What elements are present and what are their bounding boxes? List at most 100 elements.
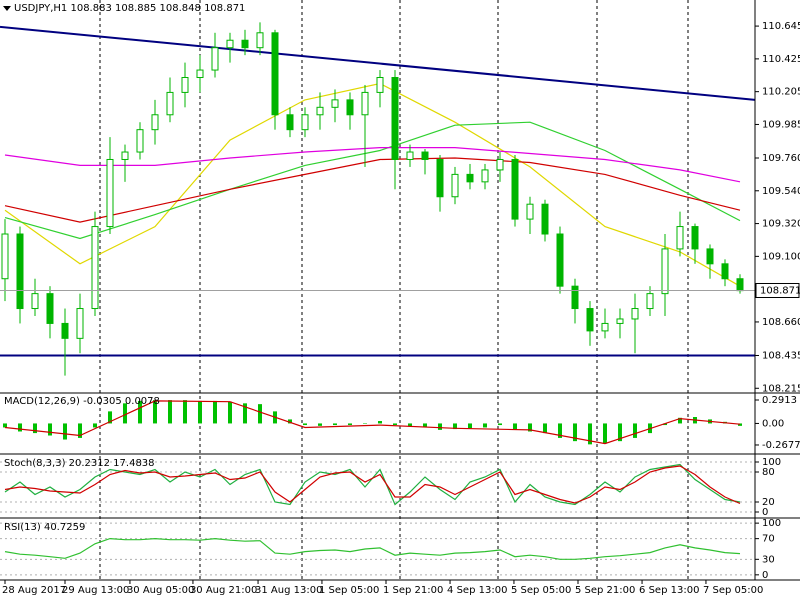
candle-body [526,203,534,220]
x-tick-label: 30 Aug 21:00 [190,585,257,596]
rsi-label: RSI(13) 40.7259 [4,522,85,533]
macd-bar [77,423,82,438]
macd-bar [347,423,352,426]
macd-bar [227,401,232,424]
rsi-line [4,537,741,560]
candle-body [391,77,399,160]
y-tick-label: 30 [762,554,775,565]
macd-bar [287,419,292,424]
macd-bar [197,400,202,424]
y-tick-label: 109.985 [762,119,800,130]
candle-body [226,39,234,49]
macd-bar [152,400,157,424]
stoch-line [4,465,741,505]
candle-body [211,47,219,71]
y-tick-label: 0.2913 [762,395,797,406]
candle-body [496,158,504,171]
y-tick-label: 109.100 [762,251,800,262]
candle-body [691,226,699,250]
y-tick-label: 108.660 [762,317,800,328]
macd-bar [482,423,487,428]
macd-signal [4,400,741,445]
candle-body [736,278,744,292]
macd-bar [392,423,397,426]
candle-body [181,77,189,93]
y-tick-label: 110.205 [762,87,800,98]
macd-bar [17,423,22,432]
candle-body [256,32,264,49]
candle-body [436,158,444,198]
y-tick-label: 100 [762,518,781,529]
macd-bar [512,423,517,430]
candle-body [616,318,624,324]
macd-bar [407,423,412,427]
x-tick-label: 5 Sep 05:00 [511,585,571,596]
macd-bar [542,423,547,434]
y-tick-label: 109.540 [762,186,800,197]
macd-bar [362,423,367,424]
macd-bar [62,423,67,440]
macd-bar [602,423,607,444]
candle-body [136,129,144,153]
macd-bar [737,423,742,426]
x-tick-label: 1 Sep 05:00 [319,585,379,596]
symbol-menu-icon[interactable] [3,6,11,11]
candle-body [316,106,324,116]
candle-body [241,39,249,49]
macd-bar [662,423,667,426]
stoch-label: Stoch(8,3,3) 20.2312 17.4838 [4,458,155,469]
candle-body [661,248,669,295]
candle-body [286,114,294,131]
plot-layer: 110.645 110.425 110.205 109.985 109.760 109.5… [0,21,800,596]
macd-bar [317,423,322,426]
macd-bar [587,423,592,445]
macd-bar [167,400,172,424]
candle-body [301,114,309,131]
x-tick-label: 28 Aug 2017 [2,585,66,596]
macd-bar [632,423,637,438]
candle-body [481,169,489,183]
macd-bar [107,411,112,424]
candle-body [76,308,84,339]
candle-body [61,322,69,339]
macd-bar [2,423,7,428]
macd-bar [527,423,532,432]
x-tick-label: 5 Sep 21:00 [575,585,635,596]
y-tick-label: 100 [762,457,781,468]
candle-body [721,263,729,280]
x-tick-label: 29 Aug 13:00 [62,585,129,596]
y-tick-label: 70 [762,534,775,545]
candle-body [601,322,609,332]
candle-body [406,151,414,160]
x-tick-label: 1 Sep 21:00 [383,585,443,596]
y-tick-label: 108.435 [762,350,800,361]
last-price-box [755,282,800,298]
macd-bar [437,423,442,430]
candle-body [511,158,519,220]
macd-bar [32,423,37,434]
trendline [0,25,756,101]
candle-body [631,308,639,320]
candle-body [586,308,594,332]
candle-body [421,151,429,160]
candle-body [91,226,99,310]
candle-body [571,285,579,310]
y-tick-label: 108.215 [762,383,800,394]
chart-title: USDJPY,H1 108.883 108.885 108.848 108.87… [14,3,245,14]
macd-bar [677,417,682,424]
x-tick-label: 7 Sep 05:00 [703,585,763,596]
candle-body [106,158,114,228]
candle-body [331,99,339,108]
candle-body [466,173,474,183]
y-tick-label: 20 [762,497,775,508]
y-tick-label: 109.320 [762,219,800,230]
macd-bar [182,400,187,424]
candle-body [556,233,564,287]
moving-average [4,147,741,183]
candle-body [31,293,39,310]
y-tick-label: -0.2677 [762,440,800,451]
candle-body [451,173,459,198]
macd-bar [302,423,307,426]
macd-bar [377,421,382,424]
